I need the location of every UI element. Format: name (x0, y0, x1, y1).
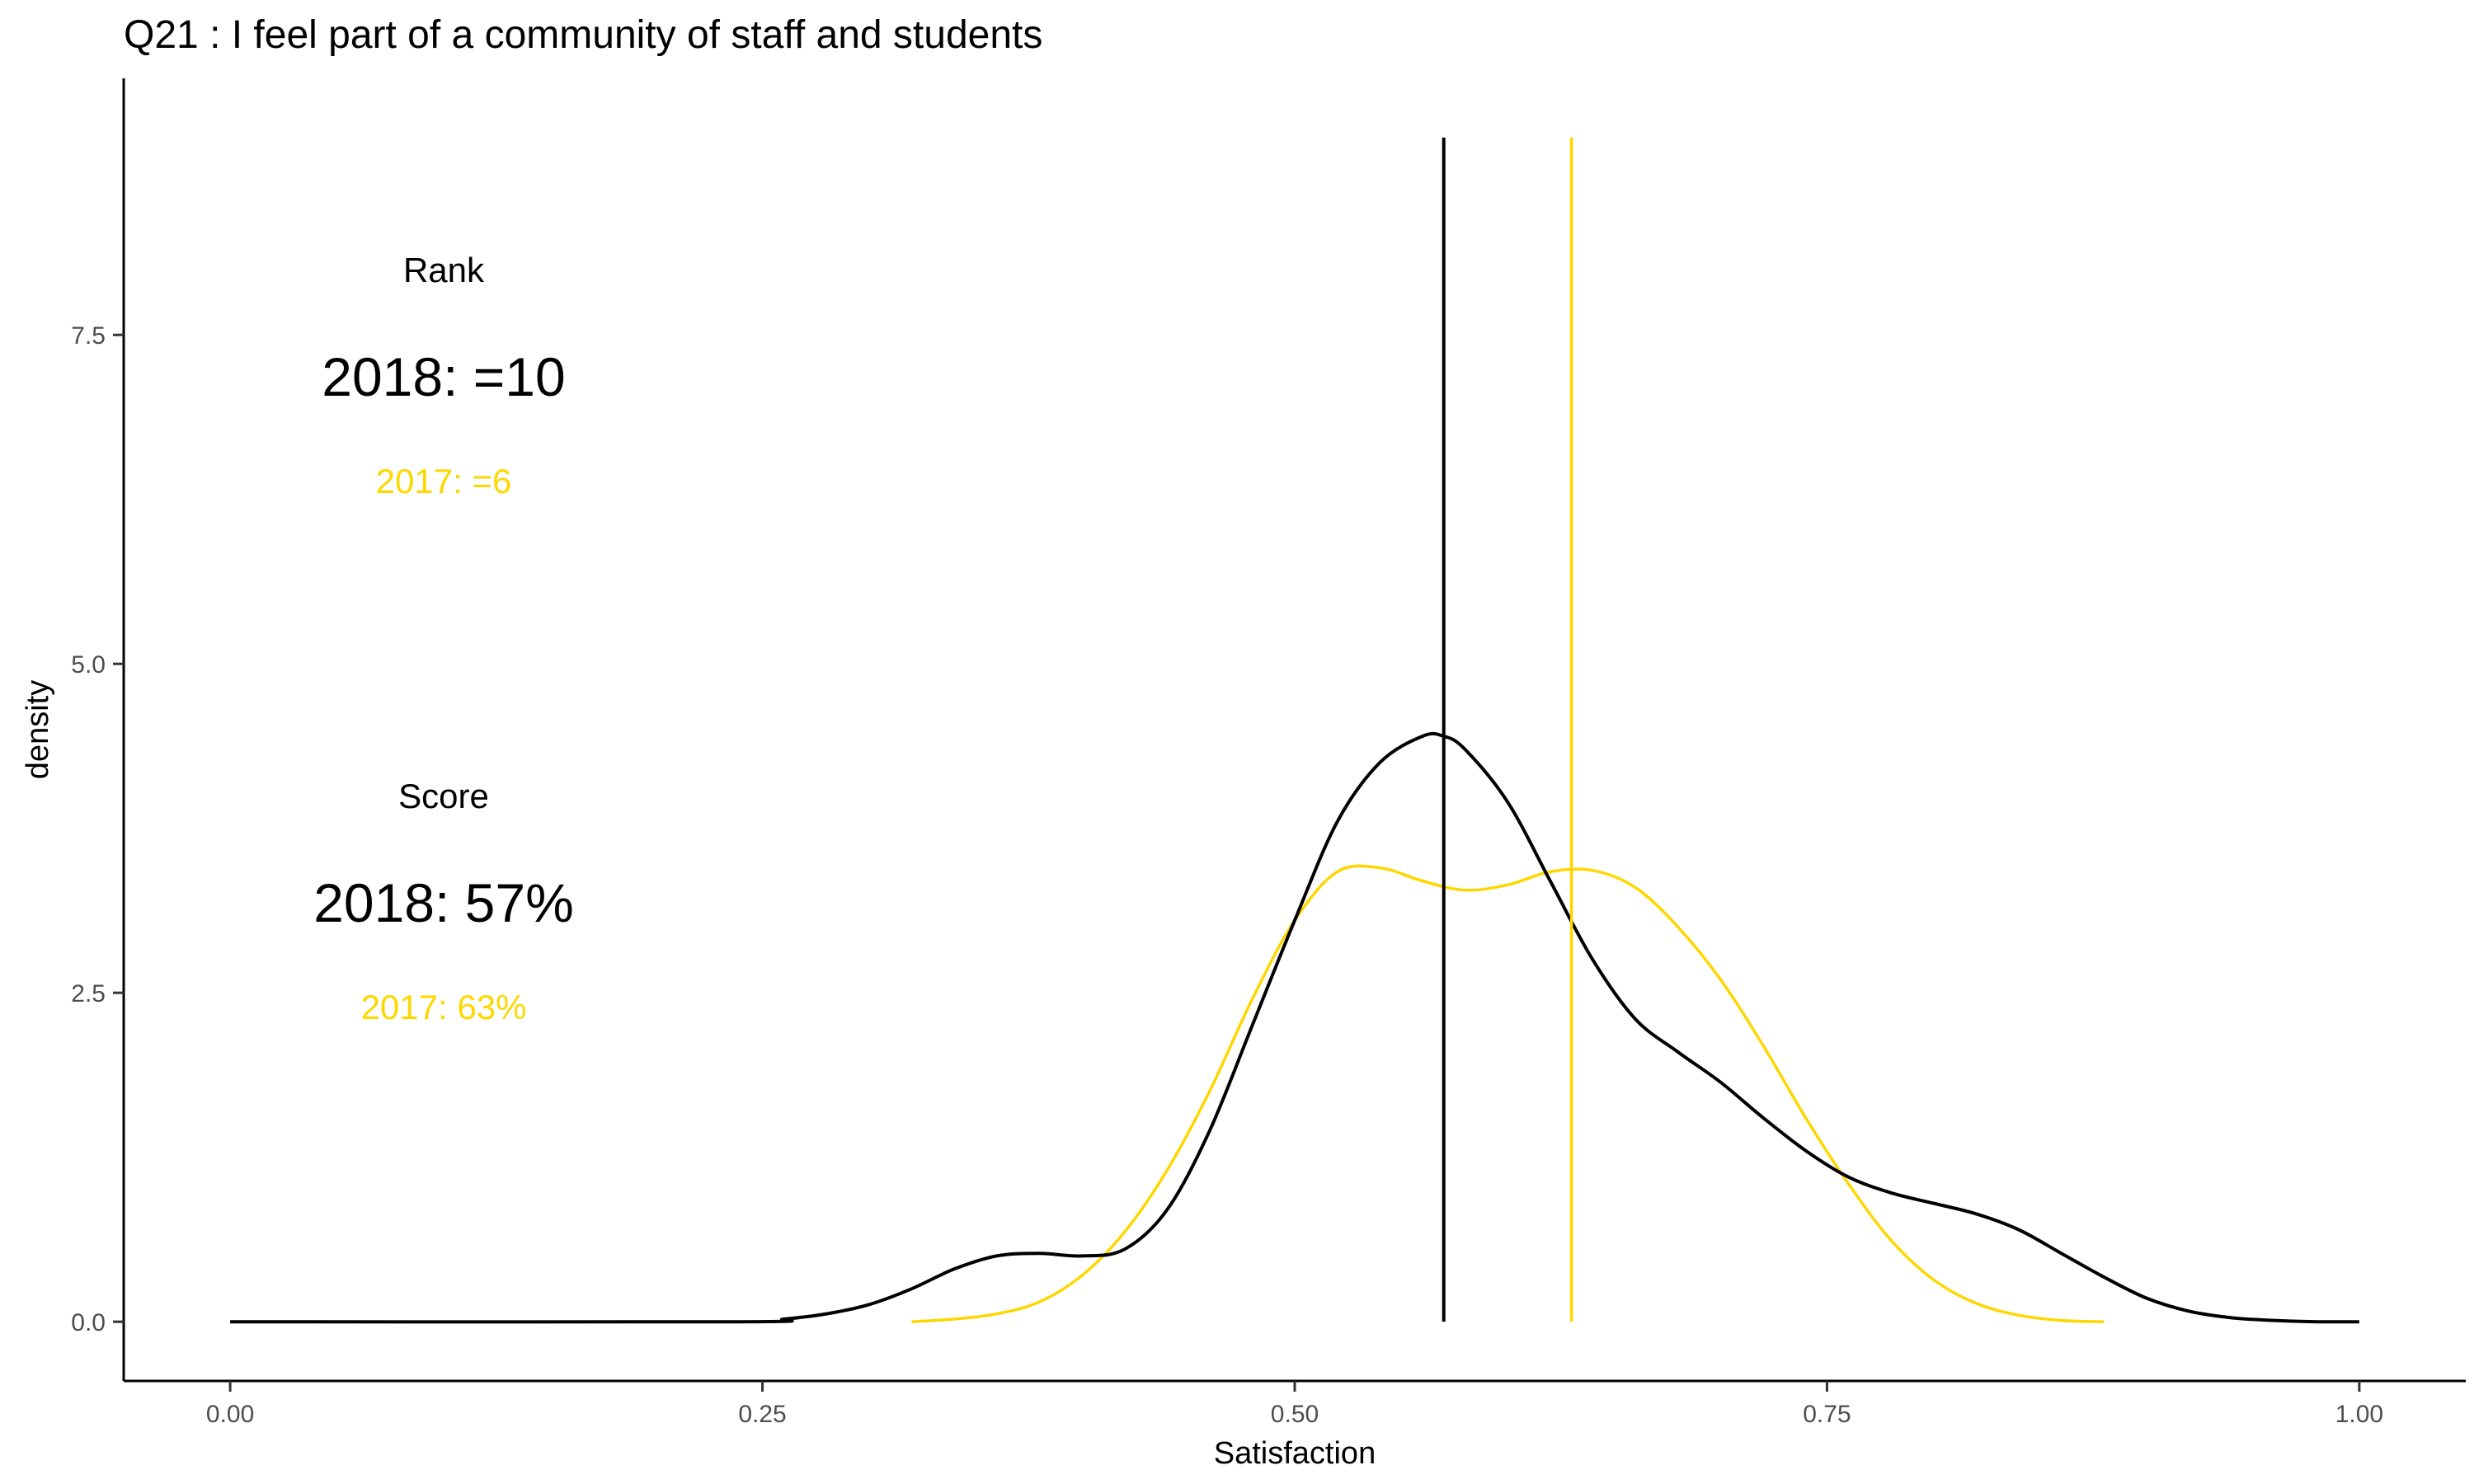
score-2017: 2017: 63% (361, 988, 527, 1026)
score-header: Score (398, 777, 489, 815)
rank-2018: 2018: =10 (322, 346, 565, 407)
y-tick-label: 2.5 (71, 980, 106, 1007)
axis-ticks: 0.00 0.25 0.50 0.75 1.00 0.0 2.5 5.0 7.5 (71, 322, 2383, 1428)
rank-2017: 2017: =6 (376, 462, 512, 500)
x-tick-label: 0.50 (1271, 1401, 1319, 1428)
x-tick-label: 1.00 (2335, 1401, 2383, 1428)
chart-title: Q21 : I feel part of a community of staf… (124, 13, 1042, 57)
rank-header: Rank (403, 251, 485, 289)
x-tick-label: 0.75 (1803, 1401, 1851, 1428)
y-tick-label: 7.5 (71, 322, 106, 350)
y-tick-label: 5.0 (71, 651, 106, 679)
y-axis-title: density (21, 680, 55, 779)
x-axis-title: Satisfaction (1214, 1436, 1376, 1471)
score-2018: 2018: 57% (313, 872, 574, 933)
y-tick-label: 0.0 (71, 1309, 106, 1336)
plot-area (230, 137, 2359, 1324)
density-line-y2018 (230, 731, 2359, 1324)
x-tick-label: 0.00 (206, 1401, 254, 1428)
density-line-y2017 (911, 864, 2105, 1323)
x-tick-label: 0.25 (738, 1401, 786, 1428)
